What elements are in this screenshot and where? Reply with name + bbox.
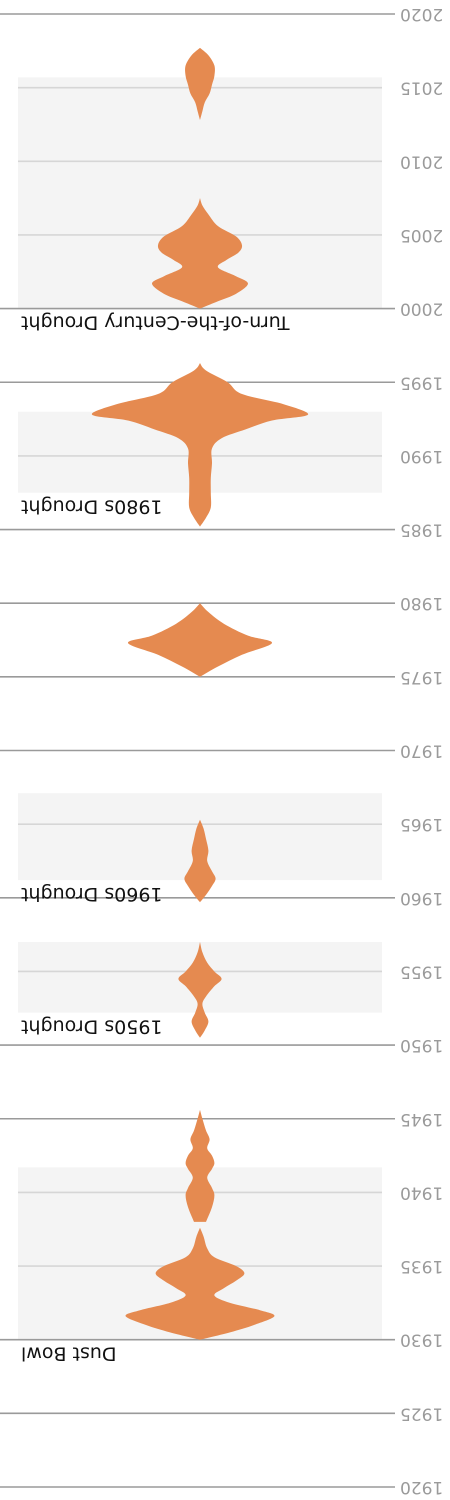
tick-label: 1940 (400, 1182, 443, 1202)
tick-label: 1925 (400, 1403, 443, 1423)
tick-label: 1965 (400, 814, 443, 834)
tick-label: 1920 (400, 1477, 443, 1497)
tick-label: 1945 (400, 1109, 443, 1129)
chart-rotated-group: 1920 1925 1930 1935 1940 1945 1950 1955 1960 1965… (0, 4, 443, 1497)
drought-label: 1960s Drought (21, 883, 163, 905)
violin-shape (184, 819, 216, 903)
violin-shape (152, 198, 248, 309)
tick-label: 1990 (400, 446, 443, 466)
tick-label: 1980 (400, 593, 443, 613)
drought-label: 1980s Drought (21, 496, 163, 518)
drought-label: Turn-of-the-Century Drought (21, 312, 291, 334)
violin-shape (185, 1109, 215, 1222)
violin-shape (91, 363, 309, 527)
tick-label: 2000 (400, 299, 443, 319)
tick-label: 1935 (400, 1256, 443, 1276)
tick-label: 1970 (400, 741, 443, 761)
tick-label: 1930 (400, 1330, 443, 1350)
tick-label: 1950 (400, 1035, 443, 1055)
tick-label: 1995 (400, 372, 443, 392)
tick-label: 2020 (400, 4, 443, 24)
tick-label: 1960 (400, 888, 443, 908)
tick-label: 2010 (400, 151, 443, 171)
violin-shape (127, 603, 273, 677)
violin-shape (125, 1227, 275, 1340)
tick-label: 1975 (400, 667, 443, 687)
tick-label: 1955 (400, 961, 443, 981)
tick-label: 1985 (400, 520, 443, 540)
violin-shape (185, 47, 215, 121)
tick-label: 2015 (400, 78, 443, 98)
tick-label: 2005 (400, 225, 443, 245)
violin-shape (178, 941, 222, 1038)
drought-label: Dust Bowl (21, 1343, 117, 1365)
drought-label: 1950s Drought (21, 1016, 163, 1038)
